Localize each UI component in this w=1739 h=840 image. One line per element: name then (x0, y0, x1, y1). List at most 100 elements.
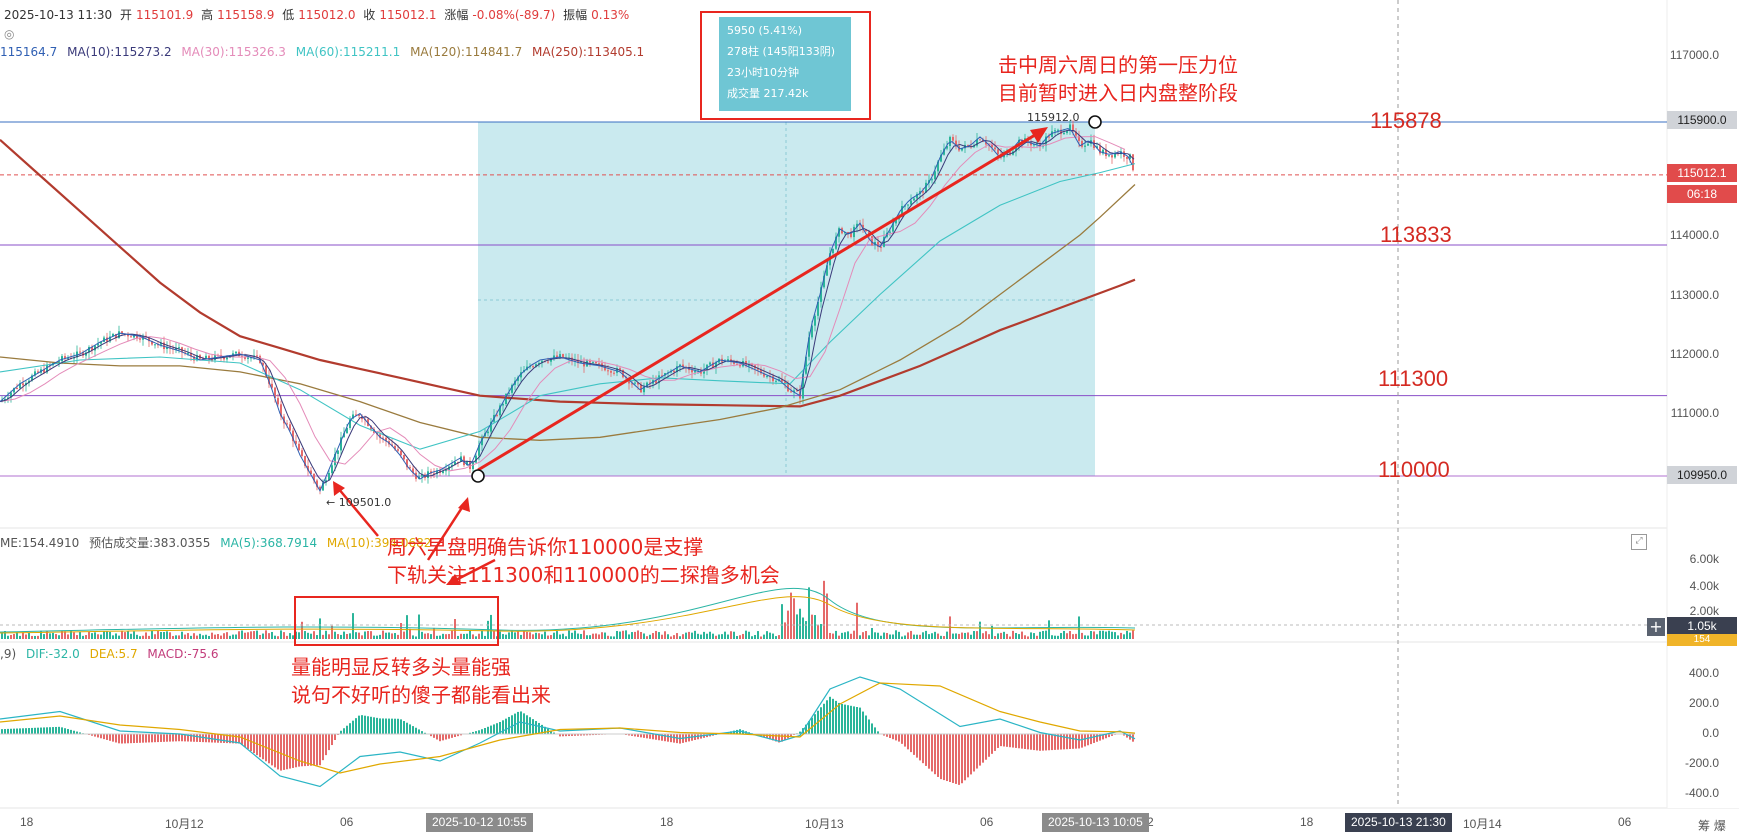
level-label-2: 113833 (1380, 222, 1452, 247)
macd-histogram-bar (247, 734, 249, 750)
candle-body (403, 455, 405, 460)
candle-body (580, 361, 582, 364)
macd-histogram-bar (514, 713, 516, 734)
measure-line-3: 23小时10分钟 (727, 66, 799, 79)
candle-body (352, 414, 354, 419)
volume-bar (733, 631, 735, 639)
macd-histogram-bar (1027, 734, 1029, 750)
candle-body (1075, 131, 1077, 136)
macd-histogram-bar (772, 734, 774, 741)
volume-bar (1117, 635, 1119, 639)
candle-body (295, 441, 297, 444)
macd-histogram-bar (1033, 734, 1035, 751)
macd-histogram-bar (949, 734, 951, 782)
candle-body (1081, 140, 1083, 147)
macd-histogram-bar (385, 718, 387, 734)
volume-bar (163, 631, 165, 639)
macd-histogram-bar (64, 728, 66, 734)
macd-histogram-bar (913, 734, 915, 755)
price-tick-3: 112000.0 (1669, 347, 1719, 361)
macd-tick-1: 200.0 (1688, 696, 1719, 710)
macd-histogram-bar (925, 734, 927, 766)
macd-histogram-bar (364, 715, 366, 734)
candle-body (871, 236, 873, 246)
volume-bar (523, 630, 525, 639)
macd-histogram-bar (670, 734, 672, 743)
macd-histogram-bar (421, 731, 423, 734)
macd-histogram-bar (646, 734, 648, 739)
candle-body (613, 372, 615, 374)
legend-high: 115158.9 (217, 8, 275, 22)
candle-body (715, 362, 717, 368)
volume-bar (412, 635, 414, 639)
volume-bar (172, 635, 174, 639)
candle-body (4, 398, 6, 400)
macd-histogram-bar (1126, 734, 1128, 738)
macd-histogram-bar (985, 734, 987, 760)
volume-bar (760, 636, 762, 639)
volume-bar (616, 630, 618, 639)
price-tag-bottom: 109950.0 (1667, 466, 1737, 484)
candle-body (61, 356, 63, 362)
candle-body (877, 242, 879, 247)
macd-histogram-bar (487, 726, 489, 734)
annotation-top: 击中周六周日的第一压力位 目前暂时进入日内盘整阶段 (998, 51, 1238, 107)
price-tag-countdown: 06:18 (1667, 185, 1737, 203)
macd-histogram-bar (151, 734, 153, 743)
arrow-volume (451, 558, 496, 584)
macd-histogram-bar (244, 734, 246, 747)
volume-bar (1009, 636, 1011, 639)
volume-bar (1054, 635, 1056, 639)
volume-bar (817, 624, 819, 639)
volume-bar (103, 631, 105, 639)
candle-body (193, 356, 195, 361)
macd-histogram-bar (901, 734, 903, 744)
volume-bar (475, 636, 477, 639)
volume-bar (469, 630, 471, 639)
candle-body (991, 144, 993, 148)
candle-body (148, 337, 150, 342)
volume-bar (76, 635, 78, 639)
candle-body (115, 333, 117, 338)
candle-body (637, 382, 639, 385)
macd-histogram-bar (319, 734, 321, 766)
volume-bar (865, 630, 867, 639)
volume-bar (85, 635, 87, 639)
candle-body (1099, 146, 1101, 154)
macd-histogram-bar (352, 720, 354, 734)
candle-body (247, 357, 249, 359)
macd-histogram-bar (895, 734, 897, 741)
macd-histogram-bar (70, 729, 72, 734)
macd-histogram-bar (67, 729, 69, 734)
eye-icon[interactable]: ◎ (4, 27, 15, 41)
volume-bar (748, 631, 750, 639)
candle-body (34, 371, 36, 376)
volume-bar (229, 635, 231, 639)
add-indicator-button[interactable]: + (1647, 618, 1665, 636)
candle-body (967, 144, 969, 146)
annotation-mid-line1: 周六早盘明确告诉你110000是支撑 (387, 535, 704, 559)
macd-histogram-bar (652, 734, 654, 740)
macd-histogram-bar (1021, 734, 1023, 749)
macd-histogram-bar (637, 734, 639, 737)
macd-histogram-bar (790, 734, 792, 737)
candle-body (757, 368, 759, 370)
volume-bar (925, 630, 927, 639)
tool-buttons[interactable]: 筹 爆 (1698, 819, 1726, 833)
volume-bar (619, 631, 621, 639)
volume-bar (844, 632, 846, 639)
candle-body (226, 357, 228, 360)
volume-bar (694, 630, 696, 639)
volume-bar (1096, 634, 1098, 639)
candle-body (820, 287, 822, 302)
candle-body (742, 361, 744, 367)
candle-body (760, 369, 762, 374)
expand-icon[interactable]: ⤢ (1631, 534, 1647, 550)
candle-body (196, 355, 198, 361)
volume-bar (94, 632, 96, 639)
volume-bar (433, 627, 435, 639)
candle-body (358, 414, 360, 416)
volume-bar (991, 625, 993, 639)
macd-histogram-bar (1015, 734, 1017, 748)
